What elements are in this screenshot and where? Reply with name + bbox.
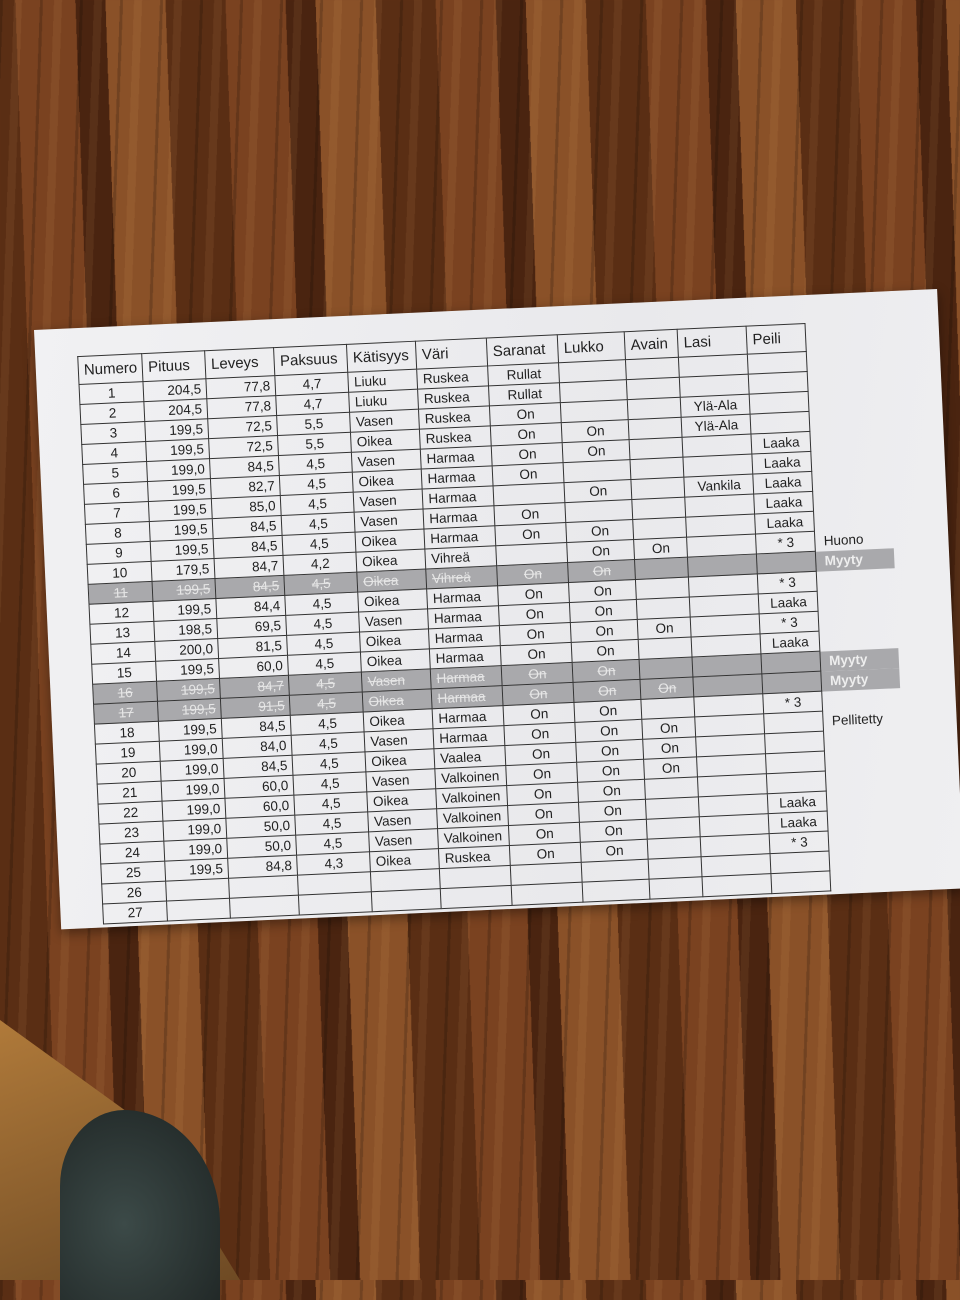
cell-avain	[644, 776, 699, 800]
cell-peili	[764, 711, 824, 734]
cell-avain	[647, 836, 702, 860]
cell-peili	[770, 850, 831, 874]
cell-peili: Laaka	[752, 451, 813, 475]
cell-avain	[635, 577, 690, 600]
cell-saranat	[511, 882, 584, 906]
cell-katisyys	[371, 888, 442, 912]
column-header-peili: Peili	[746, 323, 807, 355]
cell-peili: Laaka	[758, 591, 819, 614]
cell-leveys	[229, 895, 300, 919]
cell-avain	[648, 856, 703, 880]
notes-spacer	[805, 320, 884, 352]
cell-pituus	[166, 898, 231, 922]
cell-avain	[632, 497, 687, 520]
cell-peili: Laaka	[753, 471, 813, 495]
cell-avain	[639, 656, 694, 680]
cell-peili	[749, 391, 810, 415]
cell-avain	[628, 417, 683, 440]
cell-avain	[634, 557, 689, 580]
cell-peili: * 3	[763, 691, 823, 714]
cell-avain	[631, 477, 686, 500]
cell-peili: Laaka	[767, 791, 828, 814]
cell-avain	[625, 357, 680, 380]
column-header-avain: Avain	[624, 329, 679, 360]
row-note	[830, 867, 909, 891]
column-header-paksuus: Paksuus	[273, 344, 349, 376]
cell-peili: * 3	[769, 830, 830, 854]
cell-avain	[649, 876, 704, 900]
cell-lukko	[582, 879, 651, 903]
cell-peili	[750, 411, 811, 435]
shoe	[60, 1110, 220, 1300]
cell-avain: On	[633, 537, 688, 560]
cell-peili	[756, 551, 817, 574]
cell-lasi	[702, 873, 773, 897]
cell-avain: On	[642, 716, 696, 740]
cell-peili	[765, 751, 826, 774]
cell-numero: 27	[102, 901, 168, 924]
column-header-vari: Väri	[415, 337, 488, 370]
cell-peili: * 3	[759, 611, 820, 634]
cell-avain: On	[643, 736, 697, 760]
cell-peili	[748, 371, 809, 395]
column-header-lasi: Lasi	[677, 326, 748, 358]
cell-avain	[633, 517, 687, 540]
cell-peili	[771, 870, 832, 894]
cell-avain: On	[637, 617, 692, 640]
cell-peili: Laaka	[768, 810, 829, 834]
cell-peili: Laaka	[760, 631, 821, 654]
cell-avain	[646, 816, 701, 840]
cell-avain: On	[643, 756, 698, 780]
printed-sheet: Numero Pituus Leveys Paksuus Kätisyys Väri Sar…	[34, 288, 960, 930]
door-inventory-table: Numero Pituus Leveys Paksuus Kätisyys Väri Sar…	[77, 319, 909, 924]
cell-avain	[645, 796, 700, 820]
cell-peili: Laaka	[754, 511, 815, 534]
cell-avain	[641, 696, 696, 720]
column-header-pituus: Pituus	[142, 350, 207, 382]
cell-avain	[638, 636, 693, 660]
cell-avain: On	[640, 676, 695, 700]
cell-peili: * 3	[755, 531, 816, 554]
cell-peili: Laaka	[751, 431, 812, 455]
column-header-saranat: Saranat	[486, 334, 559, 366]
cell-avain	[627, 397, 682, 420]
cell-vari	[440, 885, 513, 909]
cell-peili: * 3	[757, 571, 818, 594]
cell-avain	[626, 377, 681, 400]
column-header-numero: Numero	[77, 353, 144, 385]
cell-avain	[636, 597, 691, 620]
cell-paksuus	[298, 891, 373, 916]
cell-peili	[762, 671, 823, 694]
cell-peili: Laaka	[754, 491, 814, 514]
cell-peili	[761, 651, 822, 674]
cell-peili	[764, 731, 825, 754]
column-header-lukko: Lukko	[557, 331, 626, 363]
cell-avain	[630, 457, 685, 480]
column-header-katisyys: Kätisyys	[346, 341, 418, 373]
cell-peili	[766, 771, 827, 794]
column-header-leveys: Leveys	[204, 347, 276, 379]
cell-avain	[629, 437, 684, 460]
cell-peili	[747, 351, 808, 375]
